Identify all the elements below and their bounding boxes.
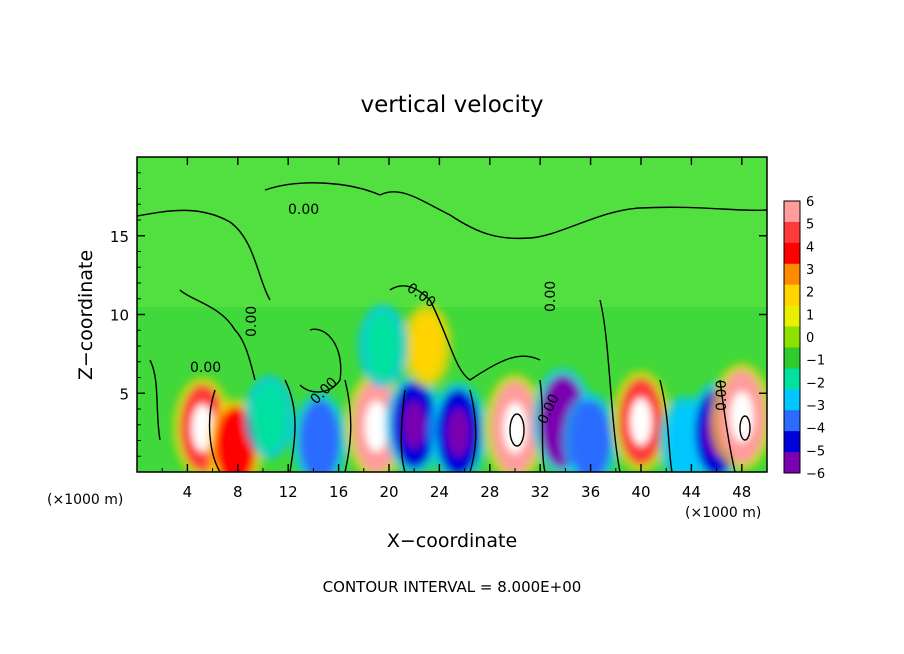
contour-closed-30 [509, 413, 525, 447]
colorbar-swatch [784, 347, 800, 369]
y-tick-label: 10 [110, 307, 129, 325]
zero-contour-lower [149, 299, 736, 472]
x-tick-label: 4 [183, 483, 193, 501]
colorbar-swatch [784, 452, 800, 474]
contour-label: 0.00 [244, 306, 260, 337]
x-tick-label: 8 [233, 483, 243, 501]
x-unit-right: (×1000 m) [685, 505, 761, 521]
x-tick-label: 12 [279, 483, 298, 501]
x-axis-label: X−coordinate [387, 530, 517, 552]
colorbar-label: −4 [806, 422, 825, 437]
zero-contour-mid [179, 285, 541, 393]
colorbar-swatch [784, 221, 800, 244]
colorbar-label: −3 [806, 399, 825, 414]
field-anomaly [252, 382, 287, 451]
colorbar-label: 2 [806, 286, 814, 301]
field-anomaly-core [403, 401, 425, 449]
colorbar-swatch [784, 410, 800, 432]
field-anomaly [299, 400, 340, 472]
field-anomaly [409, 312, 444, 380]
upper-field-tint [137, 157, 767, 307]
field-anomaly-core [630, 397, 652, 446]
colorbar-swatch [784, 201, 800, 223]
colorbar-label: −6 [806, 467, 825, 482]
colorbar-label: 4 [806, 240, 814, 255]
colorbar-label: −5 [806, 444, 825, 459]
colorbar-swatch [784, 242, 800, 265]
colorbar-swatch [784, 284, 800, 307]
x-tick-label: 28 [480, 483, 499, 501]
colorbar-frame [783, 200, 801, 474]
x-tick-label: 32 [531, 483, 550, 501]
contour-interval-text: CONTOUR INTERVAL = 8.000E+00 [323, 578, 582, 596]
x-tick-label: 40 [631, 483, 650, 501]
y-axis: 5 10 15 [110, 172, 767, 457]
x-tick-label: 24 [430, 483, 449, 501]
field-anomaly-core [503, 402, 527, 454]
x-tick-label: 48 [732, 483, 751, 501]
chart-title: vertical velocity [361, 92, 544, 118]
field-anomaly [365, 312, 400, 380]
x-tick-label: 20 [379, 483, 398, 501]
x-tick-label: 44 [682, 483, 701, 501]
zero-contour-upper [137, 182, 767, 301]
colorbar-swatch [784, 305, 800, 328]
field-anomaly-core [730, 391, 754, 443]
colorbar: 6 5 4 3 2 1 0 −1 −2 −3 −4 −5 −6 [783, 195, 825, 482]
colorbar-label: 3 [806, 263, 814, 278]
colorbar-label: 0 [806, 331, 814, 346]
colorbar-swatch [784, 368, 800, 390]
contour-label: 0.00 [714, 380, 730, 411]
colorbar-swatch [784, 326, 800, 348]
colorbar-label: −1 [806, 354, 825, 369]
field-anomaly-core [364, 401, 388, 452]
colorbar-label: 1 [806, 308, 814, 323]
contour-label: 0.00 [288, 202, 319, 218]
field-anomaly-core [447, 408, 470, 457]
y-tick-label: 5 [119, 385, 129, 403]
contour-label: 0.00 [190, 360, 221, 376]
y-tick-label: 15 [110, 228, 129, 246]
x-tick-label: 36 [581, 483, 600, 501]
x-axis: 4 8 12 16 20 24 28 32 36 40 44 48 [161, 157, 751, 501]
velocity-field: 0.00 0.00 0.00 0.00 0.00 0.00 0.00 0.00 [137, 157, 767, 472]
colorbar-label: 6 [806, 195, 814, 210]
colorbar-label: −2 [806, 376, 825, 391]
y-axis-label: Z−coordinate [75, 250, 97, 380]
contour-label: 0.00 [543, 281, 559, 312]
colorbar-swatch [784, 263, 800, 286]
colorbar-swatch [784, 431, 800, 453]
x-unit-left: (×1000 m) [47, 492, 123, 508]
contour-closed-48 [739, 415, 751, 441]
colorbar-label: 5 [806, 218, 814, 233]
colorbar-swatch [784, 389, 800, 411]
field-anomaly [570, 400, 611, 472]
x-tick-label: 16 [329, 483, 348, 501]
